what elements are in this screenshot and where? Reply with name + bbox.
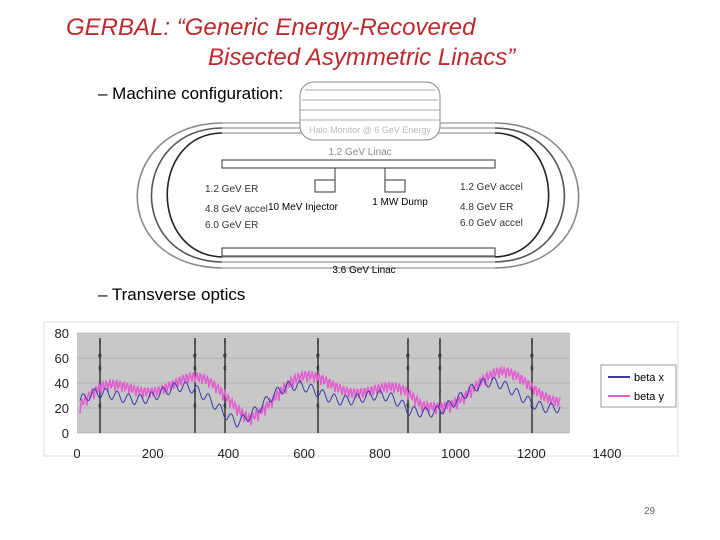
x-tick-label: 800 (369, 446, 391, 461)
left-label-2: 4.8 GeV accel (205, 204, 268, 215)
top-linac (221, 159, 496, 169)
slide-title-line2: Bisected Asymmetric Linacs” (208, 44, 516, 71)
series-beta-x (79, 376, 561, 428)
x-tick-label: 200 (142, 446, 164, 461)
y-tick-labels: 0 20 40 60 80 (55, 326, 69, 441)
right-label-2: 4.8 GeV ER (460, 202, 513, 213)
dump-box (384, 179, 406, 193)
x-tick-label: 0 (73, 446, 80, 461)
recirculation-arcs (136, 122, 580, 269)
y-tick-label: 80 (55, 326, 69, 341)
right-label-1: 1.2 GeV accel (460, 182, 523, 193)
dump-label: 1 MW Dump (372, 197, 428, 208)
x-tick-label: 1000 (441, 446, 470, 461)
legend: beta x beta y (600, 364, 677, 408)
x-tick-label: 1200 (517, 446, 546, 461)
left-label-3: 6.0 GeV ER (205, 220, 258, 231)
legend-beta-x: beta x (634, 372, 664, 384)
right-label-3: 6.0 GeV accel (460, 218, 523, 229)
injector-box (314, 179, 336, 193)
bullet-machine-configuration: – Machine configuration: (98, 84, 284, 103)
left-arc-3 (136, 122, 223, 269)
right-arc-1 (494, 132, 550, 258)
marker-column: recirc (316, 338, 320, 433)
dump-line (384, 168, 405, 181)
right-arc-2 (494, 127, 566, 263)
y-tick-label: 0 (62, 426, 69, 441)
x-tick-label: 600 (293, 446, 315, 461)
bottom-linac (221, 247, 496, 257)
overlap-text: Halo Monitor @ 6 GeV Energy (309, 125, 431, 135)
x-tick-labels: 0 200 400 600 800 1000 1200 1400 (73, 446, 621, 461)
right-arc-3 (494, 122, 580, 269)
injector-label: 10 MeV Injector (268, 202, 339, 213)
page-number: 29 (644, 506, 656, 517)
beamline-stack: Halo Monitor @ 6 GeV Energy (299, 81, 441, 141)
x-tick-label: 400 (218, 446, 240, 461)
left-label-1: 1.2 GeV ER (205, 184, 258, 195)
top-linac-label: 1.2 GeV Linac (328, 147, 391, 158)
x-tick-label: 1400 (593, 446, 622, 461)
injector-line (315, 168, 336, 181)
machine-diagram: Halo Monitor @ 6 GeV Energy 1.2 GeV Lina… (136, 81, 580, 276)
y-tick-label: 20 (55, 401, 69, 416)
y-tick-label: 40 (55, 376, 69, 391)
left-arc-1 (166, 132, 223, 258)
spreader-lines (222, 122, 495, 269)
bullet-transverse-optics: – Transverse optics (98, 285, 246, 304)
left-arc-2 (150, 127, 223, 263)
transverse-optics-chart: 0 20 40 60 80 0 200 400 600 800 1000 1200 1400 reci… (43, 321, 679, 461)
legend-beta-y: beta y (634, 391, 664, 403)
bottom-linac-label: 3.6 GeV Linac (332, 265, 395, 276)
y-tick-label: 60 (55, 351, 69, 366)
slide-title-line1: GERBAL: “Generic Energy-Recovered (66, 14, 476, 41)
